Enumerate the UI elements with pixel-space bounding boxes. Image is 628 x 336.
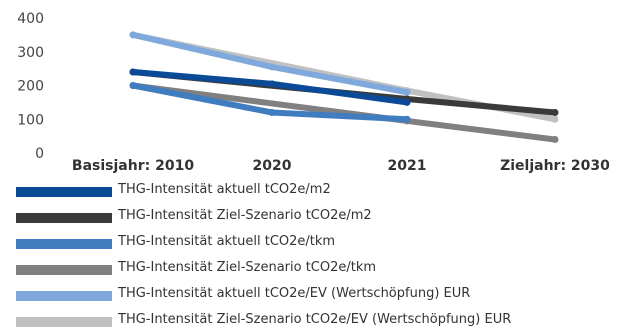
x-tick-label: 2020 (253, 158, 292, 174)
legend-swatch (16, 265, 112, 275)
line-chart: 0 100 200 300 400 Basisjahr: 2010 2020 2021 Ziel… (17, 11, 610, 174)
legend-label: THG-Intensität aktuell tCO2e/m2 (118, 182, 331, 197)
legend-label: THG-Intensität aktuell tCO2e/tkm (118, 234, 336, 249)
data-point (551, 115, 559, 123)
legend-item[interactable]: THG-Intensität Ziel-Szenario tCO2e/EV (W… (12, 310, 612, 336)
y-tick-label: 300 (17, 45, 44, 61)
legend-swatch (16, 213, 112, 223)
data-point (551, 109, 559, 116)
y-tick-label: 400 (17, 11, 44, 27)
legend-swatch (16, 239, 112, 249)
legend-item[interactable]: THG-Intensität aktuell tCO2e/m2 (12, 180, 612, 206)
x-tick-label: Basisjahr: 2010 (72, 158, 194, 174)
legend-item[interactable]: THG-Intensität aktuell tCO2e/EV (Wertsch… (12, 284, 612, 310)
y-tick-label: 0 (35, 146, 44, 162)
legend-label: THG-Intensität Ziel-Szenario tCO2e/EV (W… (118, 312, 512, 327)
data-point (551, 136, 559, 143)
data-point (129, 31, 137, 39)
legend-swatch (16, 187, 112, 197)
legend: THG-Intensität aktuell tCO2e/m2 THG-Inte… (12, 180, 612, 336)
x-tick-label: Zieljahr: 2030 (500, 158, 610, 174)
y-tick-label: 100 (17, 112, 44, 128)
legend-item[interactable]: THG-Intensität Ziel-Szenario tCO2e/tkm (12, 258, 612, 284)
legend-swatch (16, 317, 112, 327)
legend-item[interactable]: THG-Intensität Ziel-Szenario tCO2e/m2 (12, 206, 612, 232)
data-point (403, 88, 411, 96)
y-tick-label: 200 (17, 79, 44, 95)
data-point (268, 109, 276, 116)
data-point (268, 80, 276, 88)
legend-swatch (16, 291, 112, 301)
data-point (403, 115, 411, 123)
x-tick-label: 2021 (388, 158, 427, 174)
legend-label: THG-Intensität Ziel-Szenario tCO2e/m2 (118, 208, 372, 223)
data-point (129, 82, 137, 89)
data-point (268, 63, 276, 71)
data-point (129, 68, 137, 76)
legend-label: THG-Intensität Ziel-Szenario tCO2e/tkm (118, 260, 377, 275)
legend-label: THG-Intensität aktuell tCO2e/EV (Wertsch… (118, 286, 471, 301)
legend-item[interactable]: THG-Intensität aktuell tCO2e/tkm (12, 232, 612, 258)
data-point (403, 98, 411, 106)
